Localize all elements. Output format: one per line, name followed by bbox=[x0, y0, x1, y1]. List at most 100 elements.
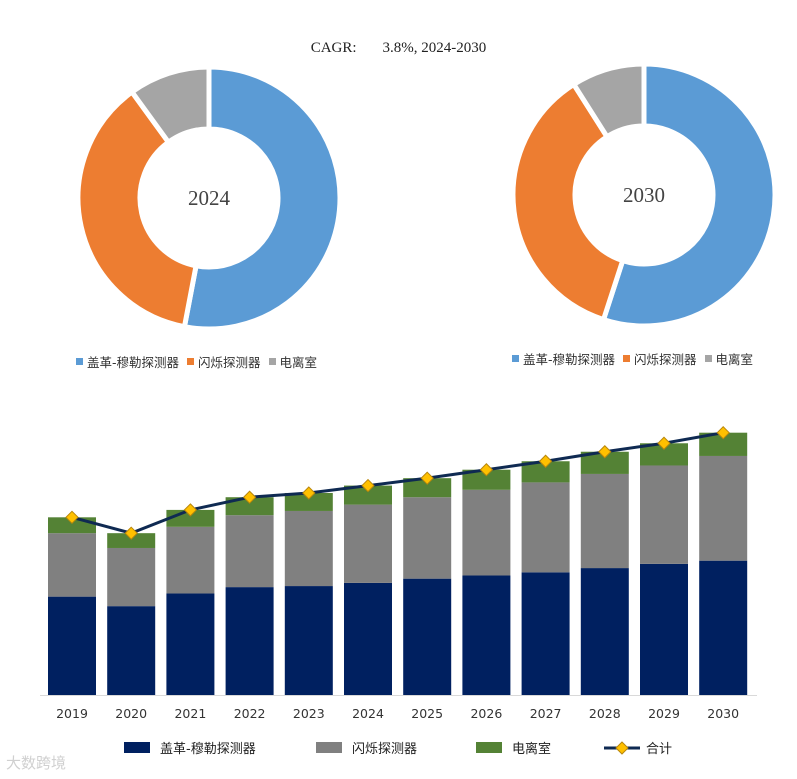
bar-2030-series-2 bbox=[699, 432, 748, 456]
bar-2029-series-0 bbox=[640, 563, 688, 695]
bar-2019-series-0 bbox=[48, 596, 96, 695]
legend-label: 盖革-穆勒探测器 bbox=[160, 742, 256, 757]
x-tick-2025: 2025 bbox=[411, 706, 443, 721]
legend-item: 电离室 bbox=[704, 349, 754, 368]
donut-2024-slice-1 bbox=[75, 88, 199, 330]
donut-2024-center-label: 2024 bbox=[188, 186, 231, 210]
bar-2024-series-1 bbox=[344, 504, 392, 583]
donut-2030-slice-2 bbox=[570, 61, 647, 141]
legend-swatch bbox=[623, 355, 631, 362]
legend-label: 闪烁探测器 bbox=[634, 352, 697, 367]
legend-swatch bbox=[268, 358, 276, 365]
legend-item: 盖革-穆勒探测器 bbox=[512, 349, 615, 368]
bar-2029-series-2 bbox=[640, 443, 688, 466]
bar-legend-item: 合计 bbox=[604, 738, 672, 757]
bar-legend-item: 盖革-穆勒探测器 bbox=[124, 738, 256, 757]
x-tick-2020: 2020 bbox=[115, 706, 147, 721]
legend-label: 电离室 bbox=[512, 742, 552, 757]
watermark: 大数跨境 bbox=[6, 754, 67, 772]
total-marker-2023 bbox=[302, 486, 316, 500]
bar-2023-series-2 bbox=[284, 492, 333, 511]
bar-2022-series-2 bbox=[225, 497, 274, 516]
bar-2023-series-0 bbox=[284, 586, 333, 695]
x-tick-2021: 2021 bbox=[174, 706, 206, 721]
donut-2030-slice-0 bbox=[600, 61, 778, 329]
total-marker-2019 bbox=[65, 510, 79, 525]
legend-label: 电离室 bbox=[279, 355, 318, 370]
bar-2028-series-2 bbox=[580, 451, 629, 474]
total-marker-2029 bbox=[657, 436, 671, 450]
donut-2024-legend: 盖革-穆勒探测器 闪烁探测器 电离室 bbox=[76, 352, 325, 371]
legend-label: 盖革-穆勒探测器 bbox=[523, 352, 616, 367]
bar-2020-series-2 bbox=[107, 533, 156, 548]
legend-label: 闪烁探测器 bbox=[198, 355, 261, 370]
donut-2030-slice-1 bbox=[510, 80, 626, 323]
donut-2030-center-label: 2030 bbox=[623, 183, 665, 207]
bar-legend-item: 闪烁探测器 bbox=[316, 738, 417, 757]
bar-legend-item: 电离室 bbox=[476, 738, 551, 757]
bar-2024-series-0 bbox=[344, 582, 392, 695]
legend-swatch bbox=[76, 358, 83, 365]
legend-item: 盖革-穆勒探测器 bbox=[76, 352, 179, 371]
legend-swatch bbox=[512, 355, 519, 362]
total-marker-2021 bbox=[183, 503, 198, 517]
bar-2022-series-0 bbox=[225, 587, 274, 695]
bar-2030-series-1 bbox=[699, 455, 748, 561]
total-marker-2028 bbox=[598, 445, 612, 459]
legend-label: 闪烁探测器 bbox=[352, 742, 418, 757]
bar-2022-series-1 bbox=[225, 515, 274, 588]
bar-2021-series-0 bbox=[166, 593, 215, 695]
cagr-text: CAGR: 3.8%, 2024-2030 bbox=[0, 40, 797, 57]
legend-swatch bbox=[124, 742, 150, 753]
bar-2025-series-0 bbox=[403, 578, 452, 695]
legend-swatch bbox=[704, 355, 712, 362]
legend-swatch bbox=[187, 358, 195, 365]
bar-2030-series-0 bbox=[699, 560, 748, 695]
legend-swatch bbox=[476, 742, 502, 753]
bar-2027-series-1 bbox=[521, 482, 570, 573]
legend-line-swatch bbox=[604, 740, 640, 755]
bar-chart-legend: 盖革-穆勒探测器 闪烁探测器 电离室 合计 bbox=[0, 738, 797, 758]
legend-label: 盖革-穆勒探测器 bbox=[87, 355, 180, 370]
bar-2020-series-0 bbox=[107, 606, 156, 695]
bar-2023-series-1 bbox=[284, 510, 333, 587]
total-marker-2027 bbox=[538, 454, 553, 468]
x-tick-2029: 2029 bbox=[648, 706, 680, 721]
bar-2029-series-1 bbox=[640, 465, 688, 564]
bar-2027-series-2 bbox=[521, 461, 570, 483]
bar-2024-series-2 bbox=[344, 485, 392, 505]
cagr-label: CAGR: bbox=[310, 40, 357, 56]
bar-2026-series-2 bbox=[462, 469, 511, 490]
bar-2021-series-1 bbox=[166, 526, 215, 594]
legend-label: 合计 bbox=[646, 742, 673, 757]
x-tick-2028: 2028 bbox=[589, 706, 621, 721]
donut-2024-slice-0 bbox=[181, 64, 343, 332]
bar-2028-series-0 bbox=[580, 568, 629, 695]
bar-2026-series-0 bbox=[462, 575, 511, 695]
bar-2020-series-1 bbox=[107, 547, 156, 607]
legend-item: 闪烁探测器 bbox=[623, 349, 697, 368]
x-tick-2026: 2026 bbox=[470, 706, 502, 721]
x-tick-2024: 2024 bbox=[352, 706, 384, 721]
total-marker-2022 bbox=[242, 490, 257, 504]
x-tick-2030: 2030 bbox=[707, 706, 739, 721]
bar-2019-series-1 bbox=[48, 533, 96, 597]
bar-2025-series-2 bbox=[403, 478, 452, 498]
total-marker-2026 bbox=[479, 463, 494, 477]
legend-label: 电离室 bbox=[715, 352, 754, 367]
x-tick-2027: 2027 bbox=[530, 706, 562, 721]
bar-2027-series-0 bbox=[521, 572, 570, 695]
donut-2024-slice-2 bbox=[128, 64, 212, 146]
bar-2028-series-1 bbox=[580, 473, 629, 569]
total-line bbox=[71, 431, 724, 535]
x-tick-2023: 2023 bbox=[293, 706, 325, 721]
total-marker-2025 bbox=[420, 471, 434, 485]
x-tick-2019: 2019 bbox=[56, 706, 88, 721]
legend-swatch bbox=[316, 742, 342, 753]
total-marker-2020 bbox=[124, 526, 138, 540]
donut-2030-legend: 盖革-穆勒探测器 闪烁探测器 电离室 bbox=[512, 349, 761, 368]
total-marker-2030 bbox=[716, 425, 730, 440]
cagr-value: 3.8%, 2024-2030 bbox=[382, 40, 487, 56]
total-marker-2024 bbox=[361, 478, 375, 493]
